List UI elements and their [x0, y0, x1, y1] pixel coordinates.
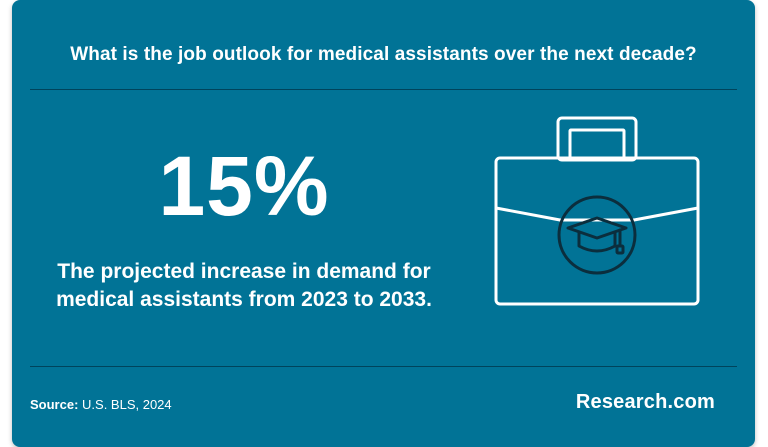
infographic-title: What is the job outlook for medical assi… — [70, 44, 697, 65]
briefcase-handle-inner — [568, 128, 626, 162]
source-label: Source: — [30, 397, 79, 412]
brand-logo: Research.com — [575, 391, 715, 413]
briefcase-body — [494, 156, 700, 306]
briefcase-icon — [482, 110, 702, 310]
source-line: Source: U.S. BLS, 2024 — [30, 397, 172, 412]
stat-value: 15% — [158, 139, 330, 233]
infographic-card: What is the job outlook for medical assi… — [12, 0, 755, 447]
stat-description: The projected increase in demand for med… — [56, 260, 432, 311]
bottom-divider — [30, 366, 737, 367]
graduation-cap-icon — [566, 216, 628, 255]
top-divider — [30, 89, 737, 90]
source-text: U.S. BLS, 2024 — [82, 397, 172, 412]
emblem-circle — [557, 195, 637, 275]
briefcase-flap — [495, 206, 699, 222]
